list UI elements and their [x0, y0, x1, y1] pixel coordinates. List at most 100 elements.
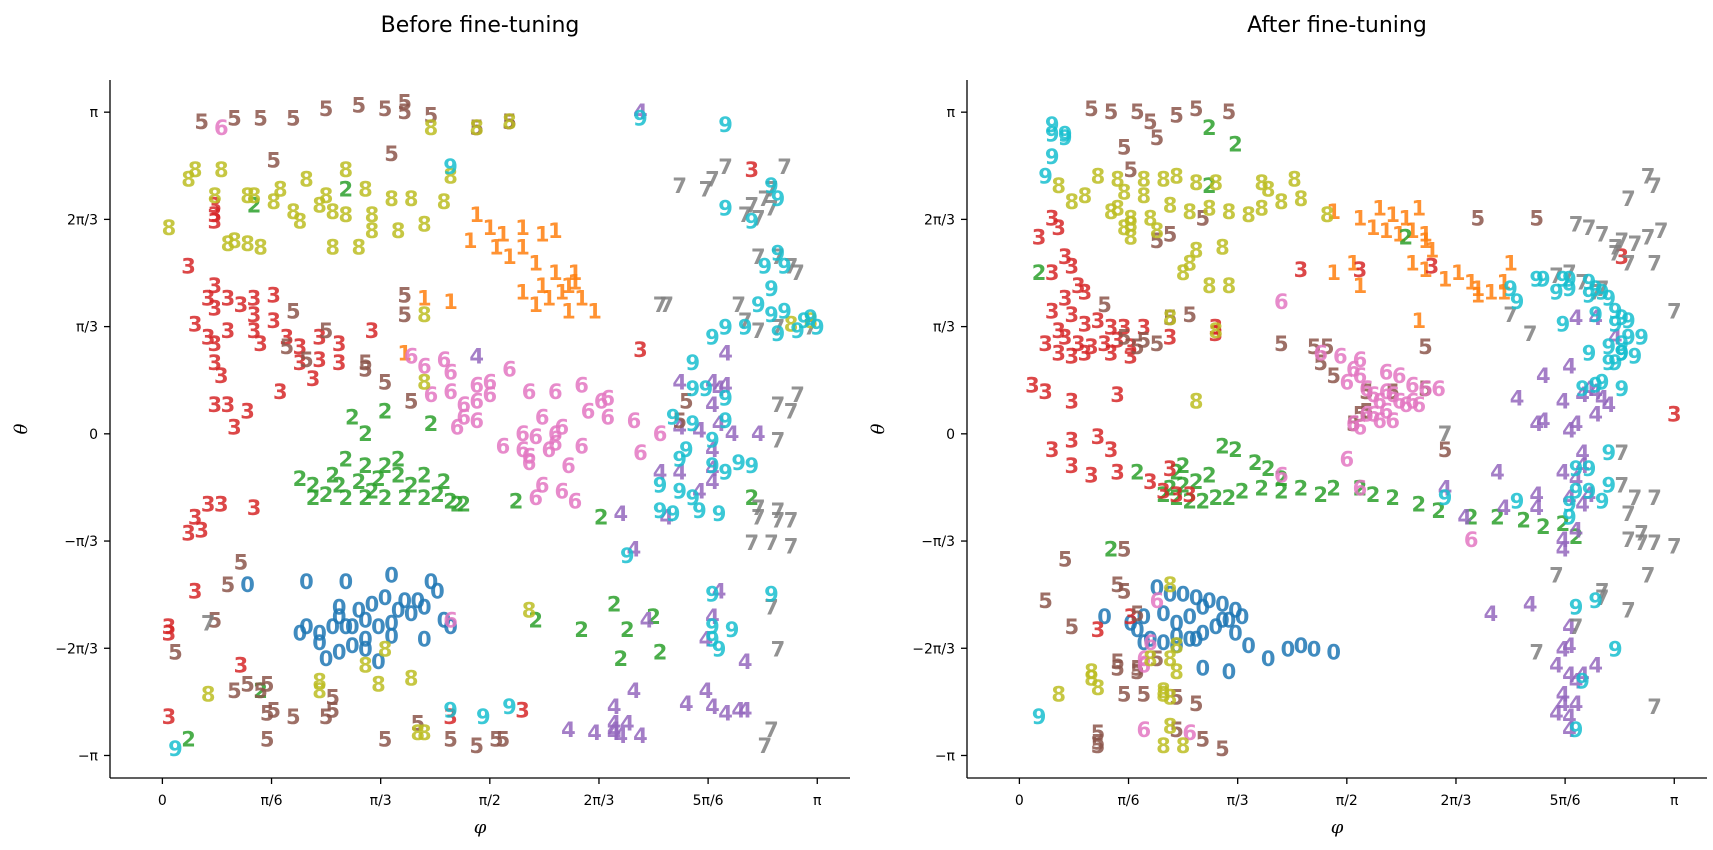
- data-point: 3: [273, 380, 288, 404]
- data-point: 4: [1601, 393, 1616, 417]
- data-point: 4: [1562, 663, 1577, 687]
- chart-title: Before fine-tuning: [381, 13, 580, 38]
- data-point: 4: [1556, 460, 1571, 484]
- data-point: 9: [764, 174, 779, 198]
- data-point: 3: [1209, 316, 1224, 340]
- data-point: 9: [725, 618, 740, 642]
- data-point: 7: [1628, 232, 1643, 256]
- data-point: 6: [450, 415, 465, 439]
- data-point: 6: [1353, 348, 1368, 372]
- data-point: 7: [1647, 486, 1662, 510]
- data-point: 6: [1366, 383, 1381, 407]
- data-point: 9: [1562, 493, 1577, 517]
- data-point: 4: [738, 650, 753, 674]
- data-point: 7: [718, 155, 733, 179]
- data-point: 2: [1176, 473, 1191, 497]
- data-point: 1: [1326, 200, 1341, 224]
- data-point: 0: [1169, 634, 1184, 658]
- data-point: 2: [378, 399, 393, 423]
- data-point: 5: [1130, 100, 1145, 124]
- data-point: 0: [404, 602, 419, 626]
- data-point: 0: [1189, 628, 1204, 652]
- data-point: 0: [1189, 586, 1204, 610]
- data-point: 7: [1575, 271, 1590, 295]
- data-point: 6: [1385, 383, 1400, 407]
- data-point: 1: [1451, 261, 1466, 285]
- data-point: 8: [1261, 177, 1276, 201]
- data-point: 4: [1438, 477, 1453, 501]
- data-point: 8: [437, 190, 452, 214]
- data-point: 2: [1326, 477, 1341, 501]
- data-point: 9: [672, 480, 687, 504]
- data-point: 6: [469, 409, 484, 433]
- data-point: 9: [686, 486, 701, 510]
- data-point: 0: [240, 573, 255, 597]
- data-point: 9: [168, 737, 183, 761]
- data-point: 5: [280, 335, 295, 359]
- data-point: 4: [1529, 412, 1544, 436]
- data-point: 0: [384, 612, 399, 636]
- data-point: 5: [1195, 206, 1210, 230]
- data-point: 5: [319, 97, 334, 121]
- data-point: 7: [1569, 615, 1584, 639]
- data-point: 7: [738, 203, 753, 227]
- data-point: 0: [338, 570, 353, 594]
- data-point: 9: [1582, 284, 1597, 308]
- data-point: 8: [293, 210, 308, 234]
- data-point: 5: [325, 686, 340, 710]
- data-point: 5: [1123, 158, 1138, 182]
- data-point: 2: [1274, 467, 1289, 491]
- data-point: 2: [417, 464, 432, 488]
- data-point: 2: [1569, 525, 1584, 549]
- data-point: 4: [620, 711, 635, 735]
- data-point: 2: [1228, 132, 1243, 156]
- data-point: 2: [1163, 477, 1178, 501]
- data-point: 4: [692, 480, 707, 504]
- data-point: 5: [1110, 657, 1125, 681]
- data-point: 7: [1549, 563, 1564, 587]
- data-point: 9: [1058, 123, 1073, 147]
- data-point: 8: [417, 721, 432, 745]
- data-point: 3: [1064, 345, 1079, 369]
- data-point: 9: [1615, 377, 1630, 401]
- data-point: 2: [378, 454, 393, 478]
- data-point: 9: [764, 583, 779, 607]
- data-point: 6: [469, 390, 484, 414]
- data-point: 5: [502, 110, 517, 134]
- data-point: 5: [1091, 721, 1106, 745]
- data-point: 1: [1497, 271, 1512, 295]
- data-point: 3: [234, 653, 249, 677]
- data-point: 4: [640, 608, 655, 632]
- data-point: 3: [1071, 274, 1086, 298]
- data-point: 0: [1228, 621, 1243, 645]
- data-point: 3: [207, 274, 222, 298]
- data-point: 0: [1182, 628, 1197, 652]
- data-point: 4: [672, 460, 687, 484]
- data-point: 4: [1562, 718, 1577, 742]
- data-point: 5: [1169, 103, 1184, 127]
- data-point: 3: [207, 351, 222, 375]
- data-point: 0: [1209, 615, 1224, 639]
- data-point: 8: [371, 673, 386, 697]
- data-point: 3: [247, 319, 262, 343]
- data-point: 5: [1064, 615, 1079, 639]
- data-point: 8: [1189, 390, 1204, 414]
- data-point: 8: [443, 164, 458, 188]
- data-point: 5: [469, 734, 484, 758]
- data-point: 3: [1051, 341, 1066, 365]
- data-point: 8: [266, 190, 281, 214]
- data-point: 1: [1470, 277, 1485, 301]
- data-point: 3: [633, 338, 648, 362]
- data-point: 1: [515, 235, 530, 259]
- data-point: 4: [712, 377, 727, 401]
- data-point: 0: [1228, 599, 1243, 623]
- data-point: 0: [325, 615, 340, 639]
- data-point: 7: [751, 319, 766, 343]
- data-point: 9: [1588, 374, 1603, 398]
- data-point: 2: [1556, 512, 1571, 536]
- data-point: 3: [201, 287, 216, 311]
- data-point: 5: [1163, 222, 1178, 246]
- data-point: 5: [1117, 682, 1132, 706]
- data-point: 8: [1202, 274, 1217, 298]
- data-point: 5: [1195, 727, 1210, 751]
